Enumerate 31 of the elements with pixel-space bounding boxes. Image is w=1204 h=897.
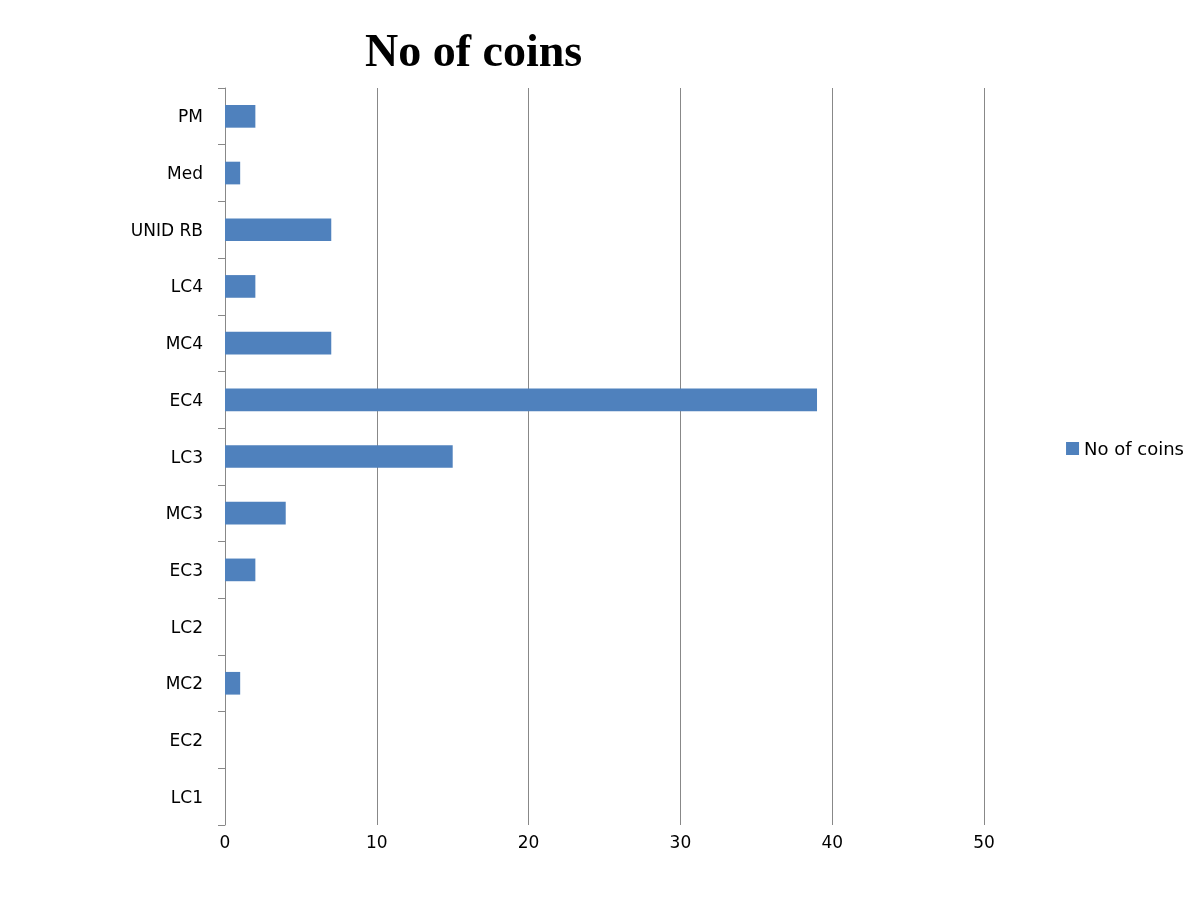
x-tick-label: 40 <box>821 831 844 852</box>
chart-title: No of coins <box>365 24 583 76</box>
y-tick-label: MC4 <box>165 333 203 354</box>
y-tick-label: Med <box>167 163 203 184</box>
bar <box>225 218 332 242</box>
legend-label: No of coins <box>1084 438 1184 459</box>
x-tick-label: 0 <box>219 831 231 852</box>
x-tick-label: 10 <box>365 831 388 852</box>
y-tick-label: MC2 <box>165 673 203 694</box>
bar <box>225 331 332 355</box>
y-tick-label: MC3 <box>165 503 203 524</box>
y-tick-label: UNID RB <box>130 219 203 240</box>
y-tick-label: LC2 <box>170 616 203 637</box>
y-tick-label: PM <box>178 106 203 127</box>
y-tick-label: EC4 <box>169 389 203 410</box>
x-tick-label: 20 <box>517 831 540 852</box>
bar <box>225 275 256 298</box>
y-tick-label: LC1 <box>170 786 203 807</box>
x-tick-label: 50 <box>973 831 995 852</box>
bar <box>225 388 818 412</box>
bar <box>225 445 453 468</box>
bar <box>225 105 256 128</box>
x-tick-label: 30 <box>669 831 692 852</box>
y-tick-label: LC4 <box>170 276 203 297</box>
bar <box>225 161 241 185</box>
bar <box>225 501 286 525</box>
y-tick-label: LC3 <box>170 446 203 467</box>
y-tick-label: EC2 <box>169 729 203 750</box>
bar <box>225 558 256 582</box>
bar <box>225 671 241 695</box>
y-tick-label: EC3 <box>169 559 203 580</box>
